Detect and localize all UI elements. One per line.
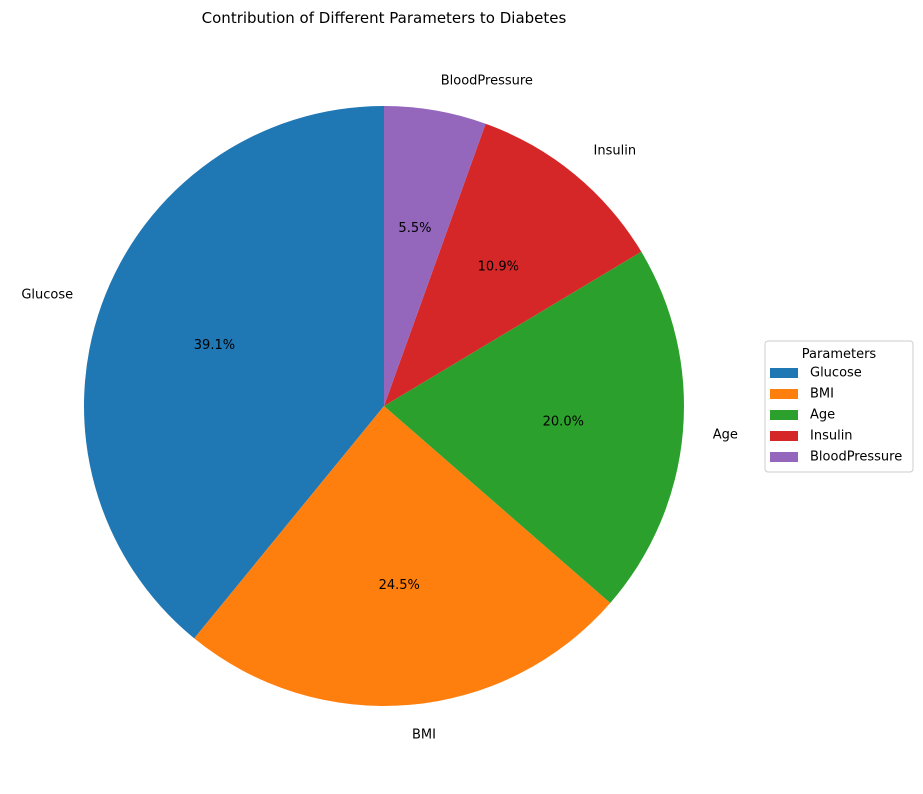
legend-swatch-age bbox=[770, 410, 798, 420]
percent-label-age: 20.0% bbox=[543, 414, 584, 429]
slice-label-bloodpressure: BloodPressure bbox=[441, 73, 533, 88]
percent-labels: 39.1% 24.5% 20.0% 10.9% 5.5% bbox=[194, 221, 584, 593]
percent-label-bmi: 24.5% bbox=[379, 578, 420, 593]
chart-title: Contribution of Different Parameters to … bbox=[202, 9, 567, 27]
slice-labels: Glucose BMI Age Insulin BloodPressure bbox=[21, 73, 738, 742]
percent-label-insulin: 10.9% bbox=[478, 259, 519, 274]
pie-slice-glucose bbox=[84, 106, 384, 639]
legend-label-insulin: Insulin bbox=[810, 429, 853, 444]
percent-label-bloodpressure: 5.5% bbox=[398, 221, 431, 236]
slice-label-age: Age bbox=[713, 427, 738, 442]
slice-label-insulin: Insulin bbox=[594, 144, 637, 159]
legend-label-bloodpressure: BloodPressure bbox=[810, 450, 902, 465]
percent-label-glucose: 39.1% bbox=[194, 338, 235, 353]
legend-label-age: Age bbox=[810, 408, 835, 423]
legend: Parameters Glucose BMI Age Insulin BloodPres… bbox=[764, 340, 914, 473]
slice-label-bmi: BMI bbox=[412, 727, 436, 742]
pie-slice-age bbox=[384, 251, 684, 603]
legend-items: Glucose BMI Age Insulin BloodPressure bbox=[770, 366, 902, 465]
pie-slices bbox=[84, 106, 684, 706]
pie-slice-bmi bbox=[194, 406, 611, 706]
legend-title: Parameters bbox=[802, 347, 877, 362]
pie-slice-insulin bbox=[384, 123, 642, 406]
slice-label-glucose: Glucose bbox=[21, 288, 73, 303]
legend-swatch-bmi bbox=[770, 389, 798, 399]
legend-label-glucose: Glucose bbox=[810, 366, 862, 381]
legend-frame bbox=[764, 340, 914, 473]
legend-swatch-glucose bbox=[770, 368, 798, 378]
legend-label-bmi: BMI bbox=[810, 387, 834, 402]
legend-swatch-bloodpressure bbox=[770, 452, 798, 462]
pie-slice-bloodpressure bbox=[384, 106, 486, 406]
legend-swatch-insulin bbox=[770, 431, 798, 441]
